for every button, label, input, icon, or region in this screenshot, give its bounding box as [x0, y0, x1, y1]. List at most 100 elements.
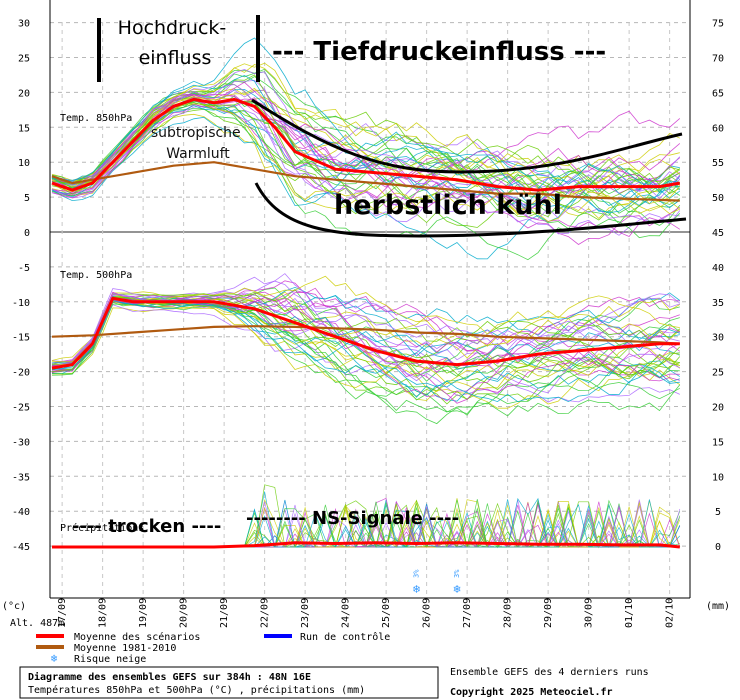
left-tick-label: -40	[12, 507, 30, 518]
panel-label-t850: Temp. 850hPa	[60, 113, 132, 124]
ensemble-member-t850	[51, 105, 680, 207]
x-tick-label: 22/09	[260, 598, 271, 628]
left-axis-unit: (°c)	[2, 601, 26, 612]
snow-risk-markers: 3% ❄ 3% ❄	[413, 569, 462, 596]
x-tick-label: 19/09	[138, 598, 149, 628]
mean-line-t500	[51, 296, 680, 370]
snowflake-icon: ❄	[413, 582, 420, 596]
x-tick-label: 27/09	[462, 598, 473, 628]
right-tick-label: 40	[712, 263, 724, 274]
annotation-tiefdruck: --- Tiefdruckeinfluss ---	[272, 37, 606, 67]
left-tick-label: 5	[24, 193, 30, 204]
left-tick-label: -10	[12, 298, 30, 309]
left-tick-label: -15	[12, 333, 30, 344]
x-tick-label: 25/09	[381, 598, 392, 628]
x-tick-label: 02/10	[665, 598, 676, 628]
footer-info-box	[19, 666, 439, 699]
annotation-herbstlich: herbstlich kühl	[334, 190, 562, 221]
annotation-subtropisch-line2: Warmluft	[166, 146, 230, 162]
footer-copyright: Copyright 2025 Meteociel.fr	[450, 686, 613, 698]
legend-label-snow: Risque neige	[74, 654, 146, 665]
envelope-upper-curve	[251, 98, 683, 174]
right-tick-label: 10	[712, 472, 724, 483]
ensemble-member-t500	[51, 276, 680, 394]
ensemble-member-t500	[51, 293, 681, 376]
snowflake-icon: ❄	[51, 652, 58, 665]
mean-line-precip	[52, 541, 680, 549]
axes: 302520151050-5-10-15-20-25-30-35-40-4575…	[12, 0, 724, 628]
ensemble-member-t850	[51, 74, 681, 214]
right-tick-label: 60	[712, 123, 724, 134]
legend-label-normal: Moyenne 1981-2010	[74, 643, 176, 654]
ensemble-member-t850	[51, 64, 681, 187]
annotation-overlay: Hochdruck- einfluss --- Tiefdruckeinflus…	[72, 15, 687, 537]
legend: Moyenne des scénarios Run de contrôle Mo…	[36, 631, 390, 665]
x-tick-label: 17/09	[57, 598, 68, 628]
annotation-ns-signale: -------- NS-Signale ----	[246, 508, 459, 529]
left-tick-label: -45	[12, 542, 30, 553]
left-tick-label: 0	[24, 228, 30, 239]
mean-lines	[51, 97, 681, 549]
annotation-hochdruck: Hochdruck- einfluss	[118, 17, 233, 69]
x-tick-label: 30/09	[584, 598, 595, 628]
right-tick-label: 25	[712, 368, 724, 379]
left-tick-label: -30	[12, 437, 30, 448]
annotation-hochdruck-line1: Hochdruck-	[118, 17, 227, 39]
annotation-hochdruck-line2: einfluss	[139, 47, 212, 69]
right-axis-unit: (mm)	[706, 601, 730, 612]
right-tick-label: 35	[712, 298, 724, 309]
x-tick-label: 24/09	[341, 598, 352, 628]
ensemble-member-t500	[51, 300, 681, 409]
footer: Diagramme des ensembles GEFS sur 384h : …	[19, 666, 649, 699]
ensemble-member-t500	[51, 273, 680, 364]
left-tick-label: -35	[12, 472, 30, 483]
ensemble-member-t500	[51, 291, 681, 390]
envelope-lower-curve	[254, 182, 687, 238]
ensemble-member-t850	[51, 83, 681, 208]
left-tick-label: 25	[18, 54, 30, 65]
altitude-label: Alt. 487m	[10, 618, 64, 629]
panel-label-precip: Précipitations	[60, 522, 144, 534]
right-tick-label: 65	[712, 88, 724, 99]
left-tick-label: -20	[12, 368, 30, 379]
right-tick-label: 0	[715, 542, 721, 553]
right-tick-label: 50	[712, 193, 724, 204]
ensemble-member-t500	[51, 300, 680, 403]
x-tick-label: 29/09	[543, 598, 554, 628]
ensemble-member-t850	[51, 87, 681, 205]
legend-label-mean: Moyenne des scénarios	[74, 631, 200, 643]
x-tick-label: 26/09	[422, 598, 433, 628]
left-tick-label: 15	[18, 123, 30, 134]
annotation-subtropisch: subtropische Warmluft	[151, 125, 245, 162]
ensemble-member-t850	[51, 68, 681, 200]
right-tick-label: 5	[715, 507, 721, 518]
left-tick-label: 20	[18, 88, 30, 99]
x-tick-label: 18/09	[98, 598, 109, 628]
right-tick-label: 30	[712, 333, 724, 344]
mean-line-t850	[51, 97, 681, 192]
x-tick-label: 23/09	[300, 598, 311, 628]
ensemble-member-t850	[51, 37, 680, 204]
legend-label-control: Run de contrôle	[300, 631, 390, 643]
left-tick-label: 30	[18, 19, 30, 30]
x-tick-label: 21/09	[219, 598, 230, 628]
right-tick-label: 55	[712, 158, 724, 169]
normal-line-t850	[51, 161, 680, 202]
x-tick-label: 28/09	[503, 598, 514, 628]
footer-ensemble-note: Ensemble GEFS des 4 derniers runs	[450, 667, 649, 678]
right-tick-label: 20	[712, 403, 724, 414]
ensemble-member-t850	[51, 93, 681, 212]
normal-line-t500	[51, 325, 680, 345]
annotation-subtropisch-line1: subtropische	[151, 125, 241, 141]
right-tick-label: 15	[712, 437, 724, 448]
footer-box-title: Diagramme des ensembles GEFS sur 384h : …	[28, 671, 311, 683]
ensemble-member-t850	[51, 81, 681, 237]
footer-box-subtitle: Températures 850hPa et 500hPa (°C) , pré…	[28, 684, 365, 696]
panel-label-t500: Temp. 500hPa	[60, 270, 132, 281]
right-tick-label: 70	[712, 54, 724, 65]
x-tick-label: 20/09	[179, 598, 190, 628]
left-tick-label: -25	[12, 403, 30, 414]
ensemble-member-t850	[51, 103, 681, 222]
right-tick-label: 75	[712, 19, 724, 30]
